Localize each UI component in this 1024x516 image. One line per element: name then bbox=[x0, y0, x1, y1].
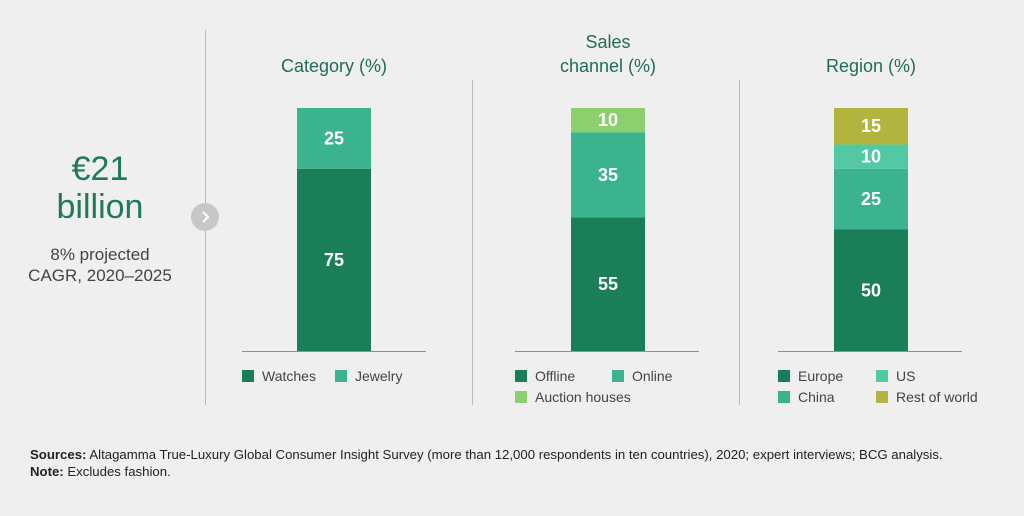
chart-footer: Sources: Altagamma True-Luxury Global Co… bbox=[30, 446, 990, 480]
chart-3-legend-label-china: China bbox=[798, 389, 835, 405]
chart-3-legend-label-us: US bbox=[896, 368, 915, 384]
chart-1-legend-swatch-jewelry bbox=[335, 370, 347, 382]
chart-3-bar-rest-of-world bbox=[834, 108, 908, 145]
note-line: Note: Excludes fashion. bbox=[30, 463, 990, 480]
sources-text: Altagamma True-Luxury Global Consumer In… bbox=[89, 447, 943, 462]
chart-2-legend-label-online: Online bbox=[632, 368, 673, 384]
market-size-unit: billion bbox=[56, 188, 144, 226]
market-size-amount: €21 bbox=[71, 150, 129, 188]
chart-3-label-china: 25 bbox=[861, 189, 881, 209]
chart-2-legend-swatch-auction-houses bbox=[515, 391, 527, 403]
chart-2-legend-swatch-online bbox=[612, 370, 624, 382]
cagr-note-line1: 8% projected bbox=[50, 245, 150, 264]
chevron-right-glyph bbox=[202, 211, 210, 223]
chart-3-legend-swatch-us bbox=[876, 370, 888, 382]
chart-1-label-watches: 75 bbox=[324, 250, 344, 270]
divider-right bbox=[739, 80, 740, 405]
chart-2-legend-swatch-offline bbox=[515, 370, 527, 382]
chart-3-label-us: 10 bbox=[861, 147, 881, 167]
chart-3-legend-swatch-rest-of-world bbox=[876, 391, 888, 403]
chart-3-bar-europe bbox=[834, 229, 908, 351]
chart-2-bar-auction-houses bbox=[571, 108, 645, 133]
cagr-note-line2: CAGR, 2020–2025 bbox=[28, 266, 172, 285]
chart-1-legend-label-jewelry: Jewelry bbox=[355, 368, 402, 384]
chart-2-bar-online bbox=[571, 132, 645, 218]
chart-2-bar-offline bbox=[571, 217, 645, 351]
sources-line: Sources: Altagamma True-Luxury Global Co… bbox=[30, 446, 990, 463]
chart-2-title-line1: Sales bbox=[585, 32, 630, 52]
note-label: Note: bbox=[30, 464, 64, 479]
chart-2-title-line2: channel (%) bbox=[560, 56, 656, 76]
chart-1-bar-jewelry bbox=[297, 108, 371, 169]
chart-3-legend-label-europe: Europe bbox=[798, 368, 843, 384]
chart-1-label-jewelry: 25 bbox=[324, 128, 344, 148]
chart-3-title: Region (%) bbox=[826, 56, 916, 76]
chart-2-legend-label-auction-houses: Auction houses bbox=[535, 389, 631, 405]
chart-3-legend-swatch-europe bbox=[778, 370, 790, 382]
sources-label: Sources: bbox=[30, 447, 87, 462]
chart-1-title: Category (%) bbox=[281, 56, 387, 76]
cagr-note: 8% projected CAGR, 2020–2025 bbox=[0, 244, 200, 286]
chart-2-label-offline: 55 bbox=[598, 274, 618, 294]
divider-middle bbox=[472, 80, 473, 405]
chart-3-bar-china bbox=[834, 168, 908, 230]
market-size-value: €21 billion bbox=[0, 150, 200, 226]
breakdown-charts: Category (%) 75 25 Watches Jewelry Sales chann… bbox=[242, 32, 978, 405]
chart-3-legend-swatch-china bbox=[778, 391, 790, 403]
chart-3-label-rest-of-world: 15 bbox=[861, 116, 881, 136]
chart-2-label-auction-houses: 10 bbox=[598, 110, 618, 130]
chart-3-bar-us bbox=[834, 144, 908, 169]
note-text: Excludes fashion. bbox=[67, 464, 171, 479]
chart-3-legend-label-rest-of-world: Rest of world bbox=[896, 389, 978, 405]
chart-2-label-online: 35 bbox=[598, 165, 618, 185]
chevron-right-icon bbox=[191, 203, 219, 231]
chart-2-legend-label-offline: Offline bbox=[535, 368, 575, 384]
chart-1-bar-watches bbox=[297, 168, 371, 351]
chart-3-label-europe: 50 bbox=[861, 280, 881, 300]
chart-1-legend-label-watches: Watches bbox=[262, 368, 316, 384]
chart-1-legend-swatch-watches bbox=[242, 370, 254, 382]
